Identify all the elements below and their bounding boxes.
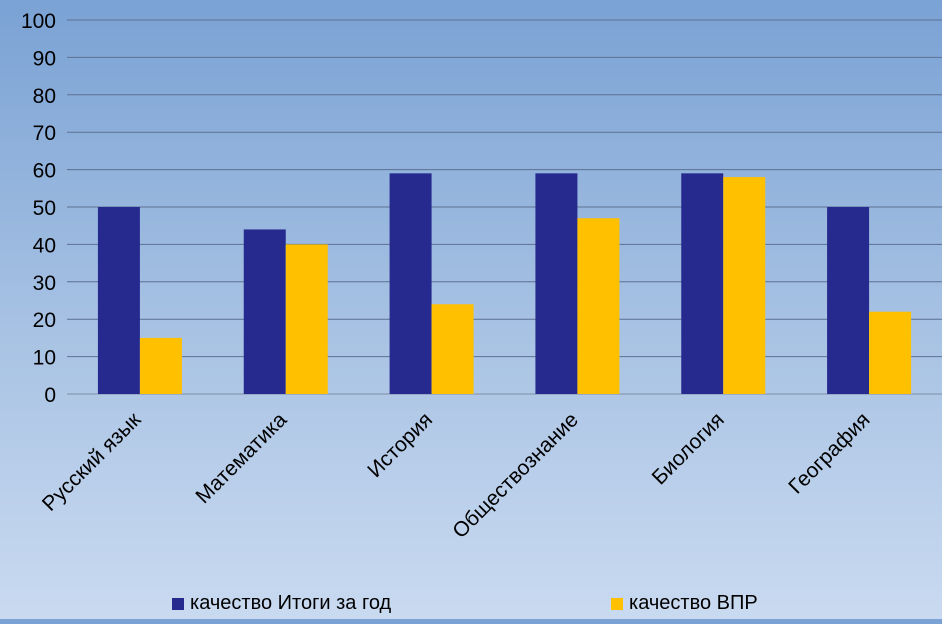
x-tick-label: Биология — [648, 408, 729, 489]
y-tick-label: 50 — [33, 197, 56, 220]
x-tick-label: География — [784, 408, 874, 498]
y-tick-label: 80 — [33, 85, 56, 108]
y-tick-label: 60 — [33, 160, 56, 183]
bar-series-1 — [827, 207, 870, 394]
bar-series-1 — [97, 207, 140, 394]
y-tick-label: 40 — [33, 234, 56, 257]
gridlines — [67, 19, 942, 395]
bar-series-2 — [139, 337, 182, 394]
x-axis-tick-labels: Русский язык Математика История Обществозна… — [38, 408, 875, 543]
x-tick-label: Обществознание — [448, 408, 583, 543]
bars — [97, 173, 912, 394]
legend-item-series-1: качество Итоги за год — [172, 592, 391, 615]
bar-series-2 — [285, 244, 328, 394]
y-tick-label: 20 — [33, 309, 56, 332]
x-tick-label: Русский язык — [38, 408, 146, 516]
legend-swatch-series-1 — [172, 597, 184, 610]
legend: качество Итоги за год качество ВПР — [0, 592, 942, 616]
bar-series-2 — [723, 177, 766, 394]
y-tick-label: 90 — [33, 47, 56, 70]
bar-series-2 — [869, 311, 912, 394]
y-tick-label: 30 — [33, 272, 56, 295]
legend-swatch-series-2 — [611, 597, 623, 610]
legend-label-series-1: качество Итоги за год — [190, 592, 392, 614]
y-tick-label: 10 — [33, 347, 56, 370]
y-tick-label: 100 — [21, 10, 56, 33]
bar-series-1 — [243, 229, 286, 394]
bar-series-2 — [577, 218, 620, 394]
y-tick-label: 70 — [33, 122, 56, 145]
legend-item-series-2: качество ВПР — [611, 592, 758, 615]
bar-series-1 — [681, 173, 724, 394]
y-tick-label: 0 — [44, 384, 56, 407]
y-axis-tick-labels: 0 10 20 30 40 50 60 70 80 90 100 — [21, 10, 56, 407]
bar-series-1 — [389, 173, 432, 394]
bar-series-1 — [535, 173, 578, 394]
x-tick-label: История — [363, 408, 437, 482]
legend-label-series-2: качество ВПР — [629, 592, 758, 614]
bar-series-2 — [431, 304, 474, 394]
x-tick-label: Математика — [191, 408, 291, 508]
